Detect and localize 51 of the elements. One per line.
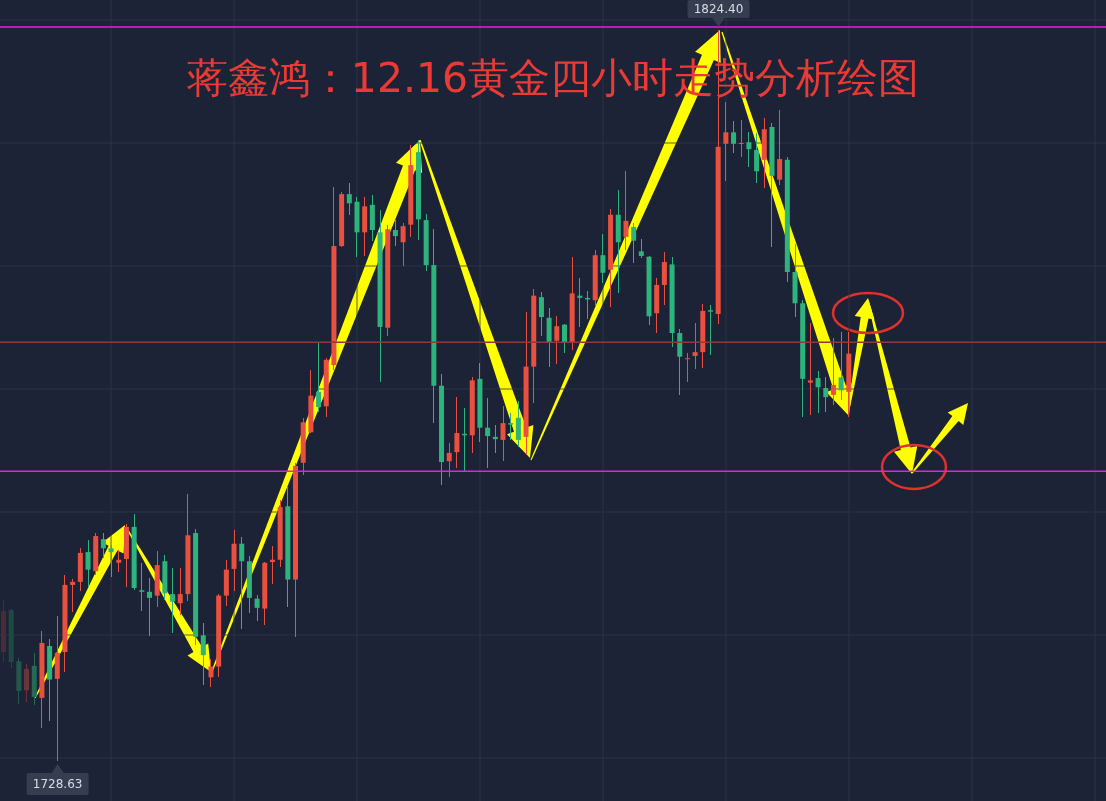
candlestick bbox=[554, 315, 560, 365]
candlestick bbox=[731, 120, 737, 154]
candlestick bbox=[777, 109, 783, 186]
candlestick bbox=[108, 544, 114, 578]
candlestick bbox=[139, 562, 145, 612]
annotation: 1824.40 bbox=[693, 2, 744, 17]
candlestick bbox=[684, 352, 690, 383]
candlestick bbox=[147, 577, 153, 637]
candlestick bbox=[400, 222, 406, 267]
candlestick bbox=[738, 119, 744, 158]
candlestick bbox=[508, 412, 514, 441]
candlestick bbox=[316, 341, 322, 413]
candlestick bbox=[454, 396, 460, 469]
candlestick bbox=[85, 539, 91, 588]
candlestick bbox=[815, 370, 821, 414]
candlestick bbox=[392, 219, 398, 247]
candlestick bbox=[200, 622, 206, 686]
candlestick bbox=[723, 101, 729, 182]
candlestick bbox=[677, 328, 683, 396]
candlestick bbox=[208, 658, 214, 688]
candlestick bbox=[830, 337, 836, 406]
candlestick bbox=[269, 545, 275, 585]
candlestick bbox=[239, 536, 245, 630]
candlestick bbox=[485, 397, 491, 469]
candlestick bbox=[24, 663, 30, 703]
candlestick bbox=[823, 376, 829, 413]
candlestick bbox=[500, 405, 506, 462]
candlestick bbox=[446, 442, 452, 478]
candlestick bbox=[807, 322, 813, 416]
candlestick bbox=[254, 594, 260, 622]
candlestick bbox=[100, 532, 106, 559]
candlestick bbox=[838, 331, 844, 401]
candlestick bbox=[346, 182, 352, 216]
annotation: 1728.63 bbox=[32, 777, 83, 791]
candlestick bbox=[600, 233, 606, 284]
candlestick bbox=[692, 322, 698, 370]
candlestick bbox=[638, 238, 644, 259]
candlestick bbox=[515, 400, 521, 448]
candlestick bbox=[661, 251, 667, 306]
candlestick bbox=[70, 578, 76, 613]
candlestick bbox=[707, 304, 713, 356]
candlestick bbox=[170, 567, 176, 634]
candlestick bbox=[577, 277, 583, 328]
candlestick bbox=[492, 424, 498, 454]
candlestick bbox=[177, 567, 183, 616]
candlestick bbox=[746, 131, 752, 168]
candlestick bbox=[631, 222, 637, 264]
candlestick bbox=[116, 549, 122, 573]
candlestick bbox=[754, 132, 760, 184]
candlestick bbox=[538, 291, 544, 337]
candlestick bbox=[623, 170, 629, 251]
